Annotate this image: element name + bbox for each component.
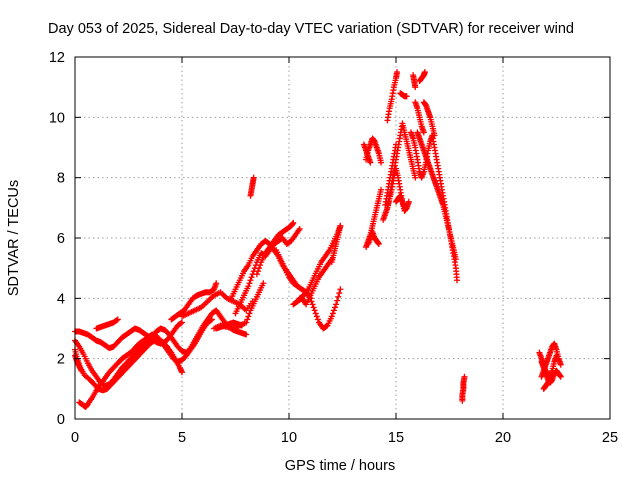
data-point <box>179 369 185 376</box>
data-point <box>257 262 264 269</box>
data-point <box>310 304 317 311</box>
x-tick-label: 0 <box>71 430 79 446</box>
data-point <box>208 316 215 323</box>
data-point <box>312 310 319 317</box>
data-point <box>405 198 412 205</box>
data-point <box>113 317 120 324</box>
data-point <box>378 159 385 166</box>
chart-title: Day 053 of 2025, Sidereal Day-to-day VTE… <box>48 21 574 37</box>
data-point <box>246 280 253 287</box>
y-tick-label: 2 <box>57 352 65 368</box>
data-point <box>328 313 335 320</box>
data-point <box>213 280 220 287</box>
y-tick-label: 8 <box>57 171 65 187</box>
data-point <box>256 265 263 272</box>
data-point <box>296 225 303 232</box>
data-point <box>330 307 337 314</box>
data-point <box>333 301 340 308</box>
y-tick-label: 10 <box>49 110 65 126</box>
x-tick-label: 5 <box>178 430 186 446</box>
data-point <box>177 320 184 327</box>
x-tick-label: 25 <box>602 430 618 446</box>
data-point <box>244 316 251 323</box>
data-point <box>421 69 428 76</box>
data-point <box>337 222 344 229</box>
data-point <box>544 370 551 377</box>
data-point <box>179 319 185 326</box>
y-axis-label: SDTVAR / TECUs <box>6 180 22 296</box>
data-point <box>309 301 316 308</box>
x-tick-label: 15 <box>388 430 404 446</box>
x-tick-label: 20 <box>495 430 511 446</box>
data-point <box>323 323 330 330</box>
data-point <box>246 310 253 317</box>
data-point <box>375 241 382 248</box>
data-point <box>461 373 468 380</box>
data-point <box>207 317 214 324</box>
y-tick-label: 12 <box>49 50 65 66</box>
data-point <box>420 129 427 136</box>
data-point <box>78 367 85 374</box>
data-point <box>403 93 410 100</box>
data-point <box>314 316 321 323</box>
data-point <box>557 361 564 368</box>
x-tick-label: 10 <box>281 430 297 446</box>
data-points <box>72 69 564 410</box>
data-point <box>313 313 320 320</box>
data-point <box>248 274 255 281</box>
y-tick-label: 4 <box>57 291 65 307</box>
data-point <box>367 159 374 166</box>
data-point <box>243 331 250 338</box>
data-point <box>412 84 419 91</box>
data-point <box>337 286 344 293</box>
grid <box>75 57 610 419</box>
data-point <box>334 297 341 304</box>
data-point <box>253 271 260 278</box>
data-point <box>394 69 401 76</box>
y-tick-label: 6 <box>57 231 65 247</box>
data-point <box>250 174 257 181</box>
data-point <box>329 310 336 317</box>
data-point <box>332 304 339 311</box>
data-point <box>412 174 419 181</box>
data-point <box>247 277 254 284</box>
axis-ticks: 0 5 10 15 20 25 0 2 4 6 8 10 12 <box>49 50 618 446</box>
data-point <box>114 316 121 323</box>
data-point <box>308 298 315 305</box>
data-point <box>243 319 250 326</box>
data-point <box>453 277 460 284</box>
data-point <box>336 290 343 297</box>
data-point <box>401 204 408 211</box>
data-point <box>245 313 252 320</box>
data-point <box>393 141 399 148</box>
data-point <box>290 219 297 226</box>
data-point <box>238 322 245 329</box>
data-point <box>254 268 261 275</box>
x-axis-label: GPS time / hours <box>285 458 395 474</box>
data-point <box>378 186 385 193</box>
data-point <box>452 256 459 263</box>
data-point <box>311 307 318 314</box>
data-point <box>245 283 252 290</box>
data-point <box>260 280 267 287</box>
y-tick-label: 0 <box>57 412 65 428</box>
data-point <box>553 352 560 359</box>
data-point <box>335 293 342 300</box>
data-point <box>557 373 564 380</box>
